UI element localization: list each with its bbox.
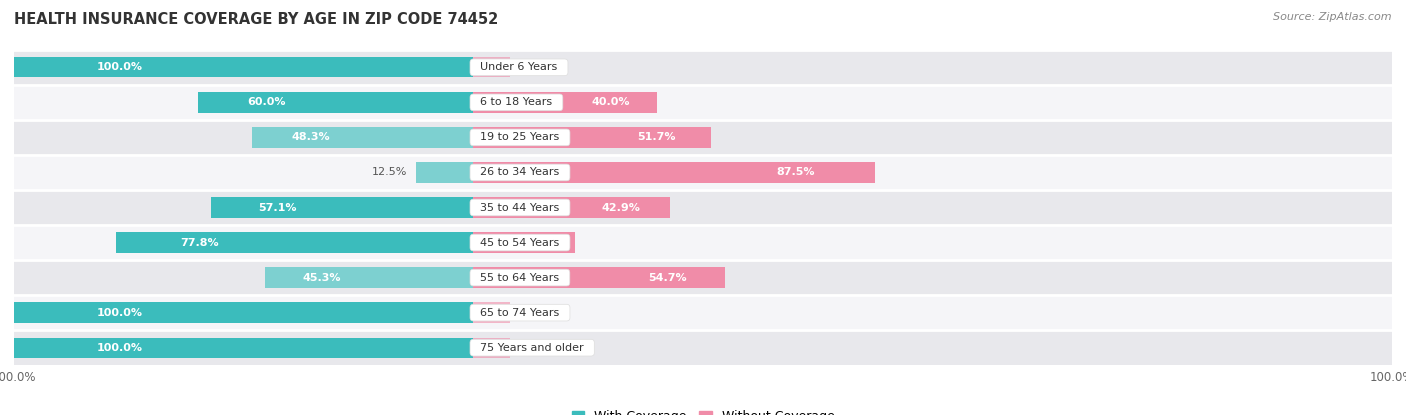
Bar (14, 260, 1392, 295)
Bar (474, 57, 510, 78)
Text: 100.0%: 100.0% (97, 62, 143, 72)
Text: 75 Years and older: 75 Years and older (474, 343, 591, 353)
Bar (14, 337, 474, 358)
Text: 45 to 54 Years: 45 to 54 Years (474, 237, 567, 247)
Bar (14, 120, 1392, 155)
Text: Source: ZipAtlas.com: Source: ZipAtlas.com (1274, 12, 1392, 22)
Bar (14, 225, 1392, 260)
Bar (14, 85, 1392, 120)
Bar (14, 330, 1392, 365)
Text: 100.0%: 100.0% (97, 308, 143, 317)
Text: 42.9%: 42.9% (602, 203, 641, 212)
Bar (266, 267, 474, 288)
Text: 19 to 25 Years: 19 to 25 Years (474, 132, 567, 142)
Text: 0.0%: 0.0% (519, 308, 547, 317)
Text: HEALTH INSURANCE COVERAGE BY AGE IN ZIP CODE 74452: HEALTH INSURANCE COVERAGE BY AGE IN ZIP … (14, 12, 498, 27)
Text: 40.0%: 40.0% (591, 98, 630, 107)
Bar (198, 92, 474, 112)
Bar (474, 162, 876, 183)
Text: 12.5%: 12.5% (371, 168, 406, 178)
Text: 51.7%: 51.7% (637, 132, 675, 142)
Bar (474, 267, 724, 288)
Text: 0.0%: 0.0% (519, 62, 547, 72)
Text: 22.2%: 22.2% (522, 237, 560, 247)
Text: 65 to 74 Years: 65 to 74 Years (474, 308, 567, 317)
Legend: With Coverage, Without Coverage: With Coverage, Without Coverage (567, 405, 839, 415)
Bar (474, 127, 711, 148)
Text: 55 to 64 Years: 55 to 64 Years (474, 273, 567, 283)
Bar (416, 162, 474, 183)
Bar (474, 92, 657, 112)
Text: 45.3%: 45.3% (302, 273, 342, 283)
Text: 0.0%: 0.0% (519, 343, 547, 353)
Bar (14, 303, 474, 323)
Text: 6 to 18 Years: 6 to 18 Years (474, 98, 560, 107)
Bar (14, 57, 474, 78)
Text: 35 to 44 Years: 35 to 44 Years (474, 203, 567, 212)
Bar (14, 190, 1392, 225)
Bar (474, 337, 510, 358)
Bar (14, 155, 1392, 190)
Bar (474, 232, 575, 253)
Text: 54.7%: 54.7% (648, 273, 688, 283)
Text: Under 6 Years: Under 6 Years (474, 62, 565, 72)
Text: 48.3%: 48.3% (291, 132, 330, 142)
Bar (252, 127, 474, 148)
Text: 77.8%: 77.8% (180, 237, 219, 247)
Text: 100.0%: 100.0% (97, 343, 143, 353)
Text: 87.5%: 87.5% (776, 168, 815, 178)
Bar (117, 232, 474, 253)
Bar (14, 295, 1392, 330)
Text: 26 to 34 Years: 26 to 34 Years (474, 168, 567, 178)
Bar (474, 198, 671, 217)
Text: 57.1%: 57.1% (259, 203, 297, 212)
Text: 60.0%: 60.0% (247, 98, 285, 107)
Bar (14, 50, 1392, 85)
Bar (474, 303, 510, 323)
Bar (211, 198, 474, 217)
